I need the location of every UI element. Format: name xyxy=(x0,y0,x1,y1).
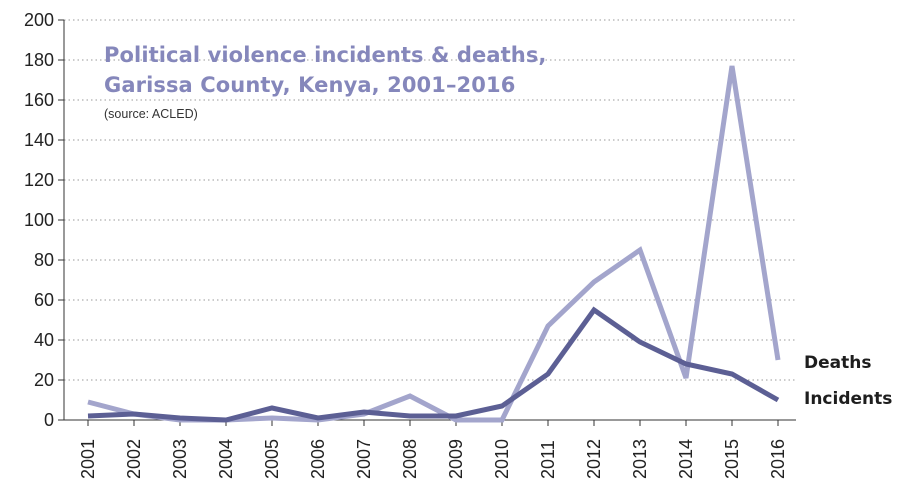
x-tick-labels: 2001 2002 2003 2004 2005 2006 2007 2008 2009 2010… xyxy=(78,420,788,479)
x-tick-label: 2012 xyxy=(584,439,604,479)
y-tick-label: 140 xyxy=(24,130,54,150)
x-tick-label: 2013 xyxy=(630,439,650,479)
grid-lines xyxy=(64,19,796,381)
series-label-deaths: Deaths xyxy=(804,353,871,373)
y-tick-label: 0 xyxy=(44,410,54,430)
series-labels: Deaths Incidents xyxy=(804,353,892,409)
series-line-incidents xyxy=(87,306,780,423)
x-tick-label: 2005 xyxy=(262,439,282,479)
series-label-incidents: Incidents xyxy=(804,389,892,409)
x-tick-label: 2008 xyxy=(400,439,420,479)
x-tick-label: 2001 xyxy=(78,439,98,479)
y-tick-label: 180 xyxy=(24,50,54,70)
x-tick-label: 2015 xyxy=(722,439,742,479)
x-tick-label: 2004 xyxy=(216,439,236,479)
y-tick-label: 80 xyxy=(34,250,54,270)
x-tick-label: 2006 xyxy=(308,439,328,479)
y-tick-label: 20 xyxy=(34,370,54,390)
y-tick-label: 160 xyxy=(24,90,54,110)
x-tick-label: 2014 xyxy=(676,439,696,479)
x-tick-label: 2003 xyxy=(170,439,190,479)
x-tick-label: 2010 xyxy=(492,439,512,479)
x-tick-label: 2011 xyxy=(538,440,558,479)
x-tick-label: 2009 xyxy=(446,439,466,479)
y-tick-label: 200 xyxy=(24,10,54,30)
series-lines xyxy=(87,65,781,423)
x-tick-label: 2016 xyxy=(768,439,788,479)
x-tick-label: 2002 xyxy=(124,439,144,479)
y-tick-labels: 0 20 40 60 80 100 120 140 160 180 200 xyxy=(24,10,64,430)
x-tick-label: 2007 xyxy=(354,439,374,479)
y-tick-label: 40 xyxy=(34,330,54,350)
y-tick-label: 120 xyxy=(24,170,54,190)
y-tick-label: 100 xyxy=(24,210,54,230)
series-line-deaths xyxy=(87,65,781,423)
y-tick-label: 60 xyxy=(34,290,54,310)
